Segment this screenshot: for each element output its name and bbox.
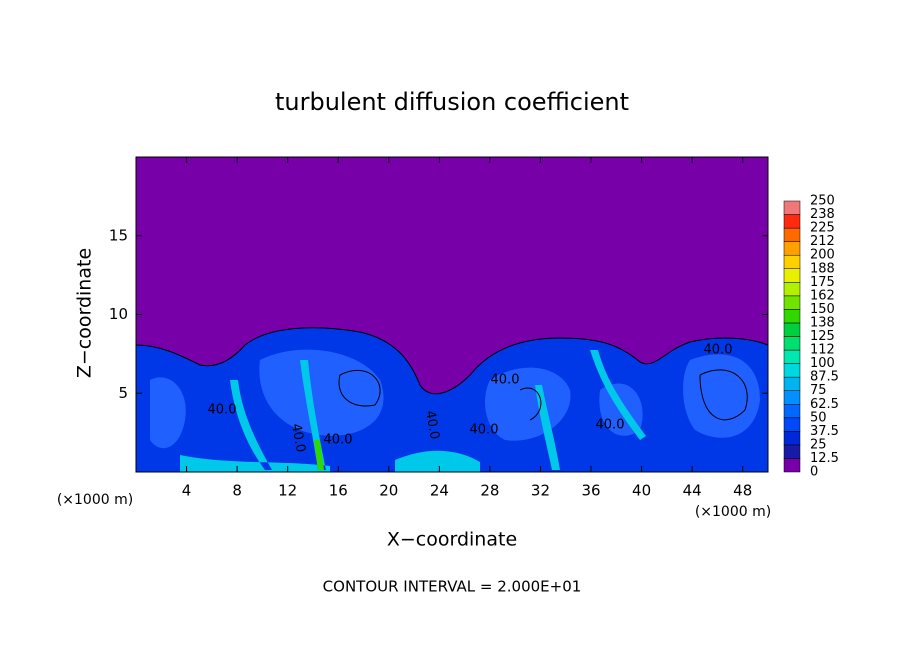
- colorbar-swatch: [783, 254, 801, 269]
- colorbar-label: 138: [810, 315, 835, 330]
- axis-unit: (×1000 m): [57, 492, 133, 508]
- colorbar-label: 87.5: [810, 370, 839, 385]
- colorbar-label: 100: [810, 356, 835, 371]
- x-tick-label: 36: [581, 482, 600, 500]
- colorbar-label: 12.5: [810, 451, 839, 466]
- contour-label: 40.0: [491, 373, 520, 388]
- colorbar-label: 212: [810, 234, 835, 249]
- x-tick-label: 40: [632, 482, 651, 500]
- colorbar-swatch: [783, 444, 801, 459]
- contour-label: 40.0: [470, 423, 499, 438]
- colorbar-swatch: [783, 349, 801, 364]
- x-tick-label: 20: [379, 482, 398, 500]
- axis-unit: (×1000 m): [695, 504, 771, 520]
- contour-label: 40.0: [324, 433, 353, 448]
- contour-label: 40.0: [704, 343, 733, 358]
- colorbar-label: 62.5: [810, 397, 839, 412]
- colorbar-swatch: [783, 363, 801, 378]
- colorbar-swatch: [783, 214, 801, 229]
- y-tick-label: 10: [109, 305, 128, 323]
- colorbar-swatch: [783, 227, 801, 242]
- colorbar-label: 225: [810, 221, 835, 236]
- contour-label: 40.0: [288, 422, 308, 453]
- y-axis-label: Z−coordinate: [74, 248, 96, 378]
- x-tick-label: 44: [683, 482, 702, 500]
- colorbar-label: 75: [810, 383, 827, 398]
- colorbar-swatch: [783, 282, 801, 297]
- colorbar-label: 37.5: [810, 424, 839, 439]
- colorbar-swatch: [783, 390, 801, 405]
- colorbar-label: 150: [810, 302, 835, 317]
- colorbar-swatch: [783, 295, 801, 310]
- colorbar-label: 250: [810, 194, 835, 209]
- contour-label: 40.0: [596, 418, 625, 433]
- colorbar-label: 50: [810, 410, 827, 425]
- colorbar-label: 238: [810, 207, 835, 222]
- x-tick-label: 8: [232, 482, 242, 500]
- x-tick-label: 32: [531, 482, 550, 500]
- colorbar-swatch: [783, 404, 801, 419]
- colorbar-swatch: [783, 431, 801, 446]
- colorbar-swatch: [783, 309, 801, 324]
- contour-label: 40.0: [422, 409, 442, 440]
- footer: CONTOUR INTERVAL = 2.000E+01: [323, 578, 582, 596]
- colorbar-swatch: [783, 241, 801, 256]
- x-tick-label: 4: [182, 482, 192, 500]
- colorbar-swatch: [783, 322, 801, 337]
- colorbar-label: 200: [810, 248, 835, 263]
- x-tick-label: 12: [278, 482, 297, 500]
- colorbar-swatch: [783, 268, 801, 283]
- x-tick-label: 28: [480, 482, 499, 500]
- colorbar-label: 175: [810, 275, 835, 290]
- colorbar-swatch: [783, 336, 801, 351]
- colorbar-label: 125: [810, 329, 835, 344]
- y-tick-label: 5: [118, 384, 128, 402]
- colorbar-label: 188: [810, 261, 835, 276]
- x-tick-label: 16: [329, 482, 348, 500]
- chart-title: turbulent diffusion coefficient: [275, 88, 629, 116]
- colorbar-label: 25: [810, 437, 827, 452]
- y-tick-label: 15: [109, 226, 128, 244]
- colorbar-swatch: [783, 200, 801, 215]
- colorbar-swatch: [783, 417, 801, 432]
- field: [136, 157, 768, 472]
- x-axis-label: X−coordinate: [387, 529, 517, 551]
- colorbar-label: 0: [810, 465, 818, 480]
- colorbar-swatch: [783, 458, 801, 473]
- colorbar-label: 162: [810, 288, 835, 303]
- x-tick-label: 48: [733, 482, 752, 500]
- x-tick-label: 24: [430, 482, 449, 500]
- colorbar-label: 112: [810, 343, 835, 358]
- colorbar-swatch: [783, 376, 801, 391]
- contour-label: 40.0: [208, 403, 237, 418]
